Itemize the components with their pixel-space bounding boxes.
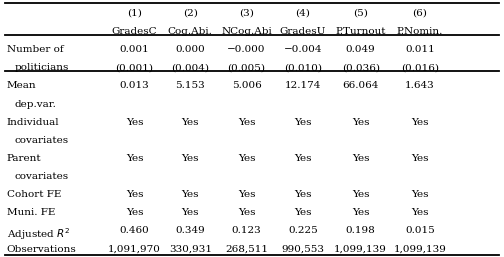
Text: 0.013: 0.013	[119, 81, 149, 90]
Text: 330,931: 330,931	[169, 245, 212, 254]
Text: P.Turnout: P.Turnout	[336, 27, 386, 36]
Text: Yes: Yes	[238, 208, 256, 217]
Text: 1,099,139: 1,099,139	[334, 245, 387, 254]
Text: Yes: Yes	[294, 190, 311, 199]
Text: Yes: Yes	[125, 208, 143, 217]
Text: (0.004): (0.004)	[171, 63, 209, 72]
Text: Muni. FE: Muni. FE	[7, 208, 55, 217]
Text: (5): (5)	[353, 9, 368, 18]
Text: P.Nomin.: P.Nomin.	[397, 27, 443, 36]
Text: Individual: Individual	[7, 118, 59, 127]
Text: Yes: Yes	[411, 190, 429, 199]
Text: Yes: Yes	[411, 118, 429, 127]
Text: 5.153: 5.153	[175, 81, 205, 90]
Text: 1.643: 1.643	[405, 81, 435, 90]
Text: 1,091,970: 1,091,970	[108, 245, 161, 254]
Text: −0.000: −0.000	[227, 45, 266, 54]
Text: Yes: Yes	[181, 118, 199, 127]
Text: 0.123: 0.123	[232, 226, 262, 235]
Text: (1): (1)	[127, 9, 142, 18]
Text: 0.198: 0.198	[346, 226, 375, 235]
Text: Yes: Yes	[352, 154, 369, 163]
Text: 1,099,139: 1,099,139	[394, 245, 447, 254]
Text: 0.011: 0.011	[405, 45, 435, 54]
Text: 66.064: 66.064	[343, 81, 379, 90]
Text: (0.036): (0.036)	[342, 63, 380, 72]
Text: Adjusted $R^2$: Adjusted $R^2$	[7, 226, 70, 242]
Text: NCog.Abi: NCog.Abi	[221, 27, 272, 36]
Text: covariates: covariates	[15, 172, 69, 181]
Text: Number of: Number of	[7, 45, 63, 54]
Text: Yes: Yes	[125, 154, 143, 163]
Text: (3): (3)	[239, 9, 254, 18]
Text: dep.var.: dep.var.	[15, 99, 56, 108]
Text: 990,553: 990,553	[281, 245, 325, 254]
Text: Yes: Yes	[181, 190, 199, 199]
Text: Yes: Yes	[238, 154, 256, 163]
Text: (2): (2)	[183, 9, 198, 18]
Text: Yes: Yes	[238, 118, 256, 127]
Text: GradesC: GradesC	[111, 27, 157, 36]
Text: Yes: Yes	[181, 154, 199, 163]
Text: 0.015: 0.015	[405, 226, 435, 235]
Text: −0.004: −0.004	[284, 45, 322, 54]
Text: Yes: Yes	[294, 208, 311, 217]
Text: Observations: Observations	[7, 245, 76, 254]
Text: (0.001): (0.001)	[115, 63, 153, 72]
Text: Yes: Yes	[411, 154, 429, 163]
Text: covariates: covariates	[15, 136, 69, 145]
Text: Yes: Yes	[294, 118, 311, 127]
Text: (0.005): (0.005)	[228, 63, 266, 72]
Text: Mean: Mean	[7, 81, 36, 90]
Text: Yes: Yes	[238, 190, 256, 199]
Text: (0.010): (0.010)	[284, 63, 322, 72]
Text: 0.349: 0.349	[175, 226, 205, 235]
Text: (4): (4)	[295, 9, 310, 18]
Text: 0.000: 0.000	[175, 45, 205, 54]
Text: (6): (6)	[412, 9, 427, 18]
Text: Yes: Yes	[411, 208, 429, 217]
Text: 0.001: 0.001	[119, 45, 149, 54]
Text: Yes: Yes	[352, 118, 369, 127]
Text: Yes: Yes	[352, 190, 369, 199]
Text: 0.049: 0.049	[346, 45, 375, 54]
Text: Cohort FE: Cohort FE	[7, 190, 61, 199]
Text: GradesU: GradesU	[280, 27, 326, 36]
Text: 12.174: 12.174	[285, 81, 321, 90]
Text: 0.225: 0.225	[288, 226, 318, 235]
Text: Yes: Yes	[125, 118, 143, 127]
Text: 0.460: 0.460	[119, 226, 149, 235]
Text: Parent: Parent	[7, 154, 41, 163]
Text: Yes: Yes	[181, 208, 199, 217]
Text: 268,511: 268,511	[225, 245, 268, 254]
Text: Yes: Yes	[352, 208, 369, 217]
Text: (0.016): (0.016)	[401, 63, 439, 72]
Text: 5.006: 5.006	[232, 81, 262, 90]
Text: politicians: politicians	[15, 63, 69, 72]
Text: Yes: Yes	[294, 154, 311, 163]
Text: Cog.Abi.: Cog.Abi.	[168, 27, 213, 36]
Text: Yes: Yes	[125, 190, 143, 199]
